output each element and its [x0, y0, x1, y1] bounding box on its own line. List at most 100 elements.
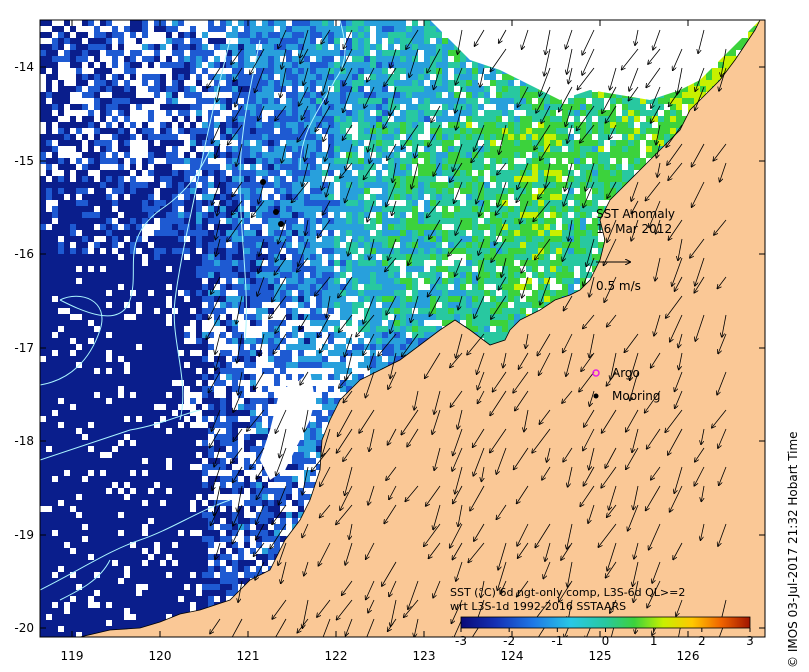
sst-cell	[118, 182, 124, 188]
sst-cell	[88, 230, 94, 236]
sst-cell	[472, 104, 478, 110]
sst-cell	[358, 20, 364, 26]
sst-cell	[454, 62, 460, 68]
sst-cell	[286, 26, 292, 32]
sst-cell	[460, 188, 466, 194]
sst-cell	[40, 218, 46, 224]
sst-cell	[466, 92, 472, 98]
sst-cell	[430, 152, 436, 158]
sst-cell	[178, 230, 184, 236]
sst-cell	[262, 284, 268, 290]
sst-cell	[142, 158, 148, 164]
sst-cell	[220, 296, 226, 302]
sst-cell	[526, 92, 532, 98]
sst-cell	[202, 44, 208, 50]
sst-cell	[226, 62, 232, 68]
sst-cell	[196, 74, 202, 80]
sst-cell	[160, 248, 166, 254]
sst-cell	[538, 272, 544, 278]
sst-cell	[196, 254, 202, 260]
sst-cell	[532, 104, 538, 110]
sst-cell	[292, 176, 298, 182]
sst-cell	[442, 44, 448, 50]
sst-cell	[214, 146, 220, 152]
sst-cell	[64, 122, 70, 128]
sst-cell	[454, 92, 460, 98]
sst-cell	[436, 188, 442, 194]
sst-cell	[496, 134, 502, 140]
sst-cell	[286, 110, 292, 116]
sst-cell	[214, 176, 220, 182]
sst-cell	[424, 230, 430, 236]
sst-cell	[196, 236, 202, 242]
sst-cell	[364, 62, 370, 68]
sst-cell	[346, 182, 352, 188]
sst-cell	[286, 116, 292, 122]
sst-cell	[328, 38, 334, 44]
sst-cell	[490, 242, 496, 248]
sst-cell	[544, 236, 550, 242]
sst-cell	[382, 146, 388, 152]
sst-cell	[82, 50, 88, 56]
sst-cell	[424, 158, 430, 164]
sst-cell	[388, 236, 394, 242]
sst-cell	[358, 74, 364, 80]
sst-cell	[244, 20, 250, 26]
sst-cell	[472, 242, 478, 248]
sst-cell	[214, 122, 220, 128]
sst-cell	[250, 188, 256, 194]
sst-cell	[442, 302, 448, 308]
sst-cell	[172, 92, 178, 98]
sst-cell	[244, 62, 250, 68]
sst-cell	[370, 206, 376, 212]
sst-cell	[76, 182, 82, 188]
sst-cell	[100, 146, 106, 152]
sst-cell	[298, 158, 304, 164]
sst-cell	[250, 98, 256, 104]
sst-cell	[310, 242, 316, 248]
sst-cell	[220, 44, 226, 50]
sst-cell	[418, 128, 424, 134]
sst-cell	[226, 86, 232, 92]
sst-cell	[46, 80, 52, 86]
sst-cell	[280, 266, 286, 272]
sst-cell	[352, 32, 358, 38]
sst-cell	[58, 194, 64, 200]
sst-cell	[580, 176, 586, 182]
sst-cell	[208, 74, 214, 80]
sst-cell	[130, 86, 136, 92]
sst-cell	[448, 134, 454, 140]
sst-cell	[100, 80, 106, 86]
sst-cell	[106, 122, 112, 128]
sst-cell	[316, 92, 322, 98]
sst-cell	[400, 20, 406, 26]
sst-cell	[454, 212, 460, 218]
sst-cell	[316, 188, 322, 194]
sst-cell	[268, 218, 274, 224]
sst-cell	[148, 74, 154, 80]
sst-cell	[76, 248, 82, 254]
sst-cell	[76, 254, 82, 260]
sst-cell	[226, 218, 232, 224]
sst-cell	[346, 170, 352, 176]
sst-cell	[394, 152, 400, 158]
sst-cell	[280, 44, 286, 50]
sst-cell	[52, 62, 58, 68]
sst-cell	[76, 272, 82, 278]
sst-cell	[154, 284, 160, 290]
sst-cell	[292, 44, 298, 50]
sst-cell	[232, 32, 238, 38]
sst-cell	[550, 230, 556, 236]
sst-cell	[568, 290, 574, 296]
sst-cell	[382, 284, 388, 290]
sst-cell	[274, 188, 280, 194]
sst-cell	[490, 248, 496, 254]
sst-cell	[268, 140, 274, 146]
sst-cell	[130, 254, 136, 260]
sst-cell	[148, 296, 154, 302]
sst-cell	[220, 20, 226, 26]
sst-cell	[334, 68, 340, 74]
sst-cell	[520, 116, 526, 122]
sst-cell	[220, 212, 226, 218]
sst-cell	[424, 278, 430, 284]
